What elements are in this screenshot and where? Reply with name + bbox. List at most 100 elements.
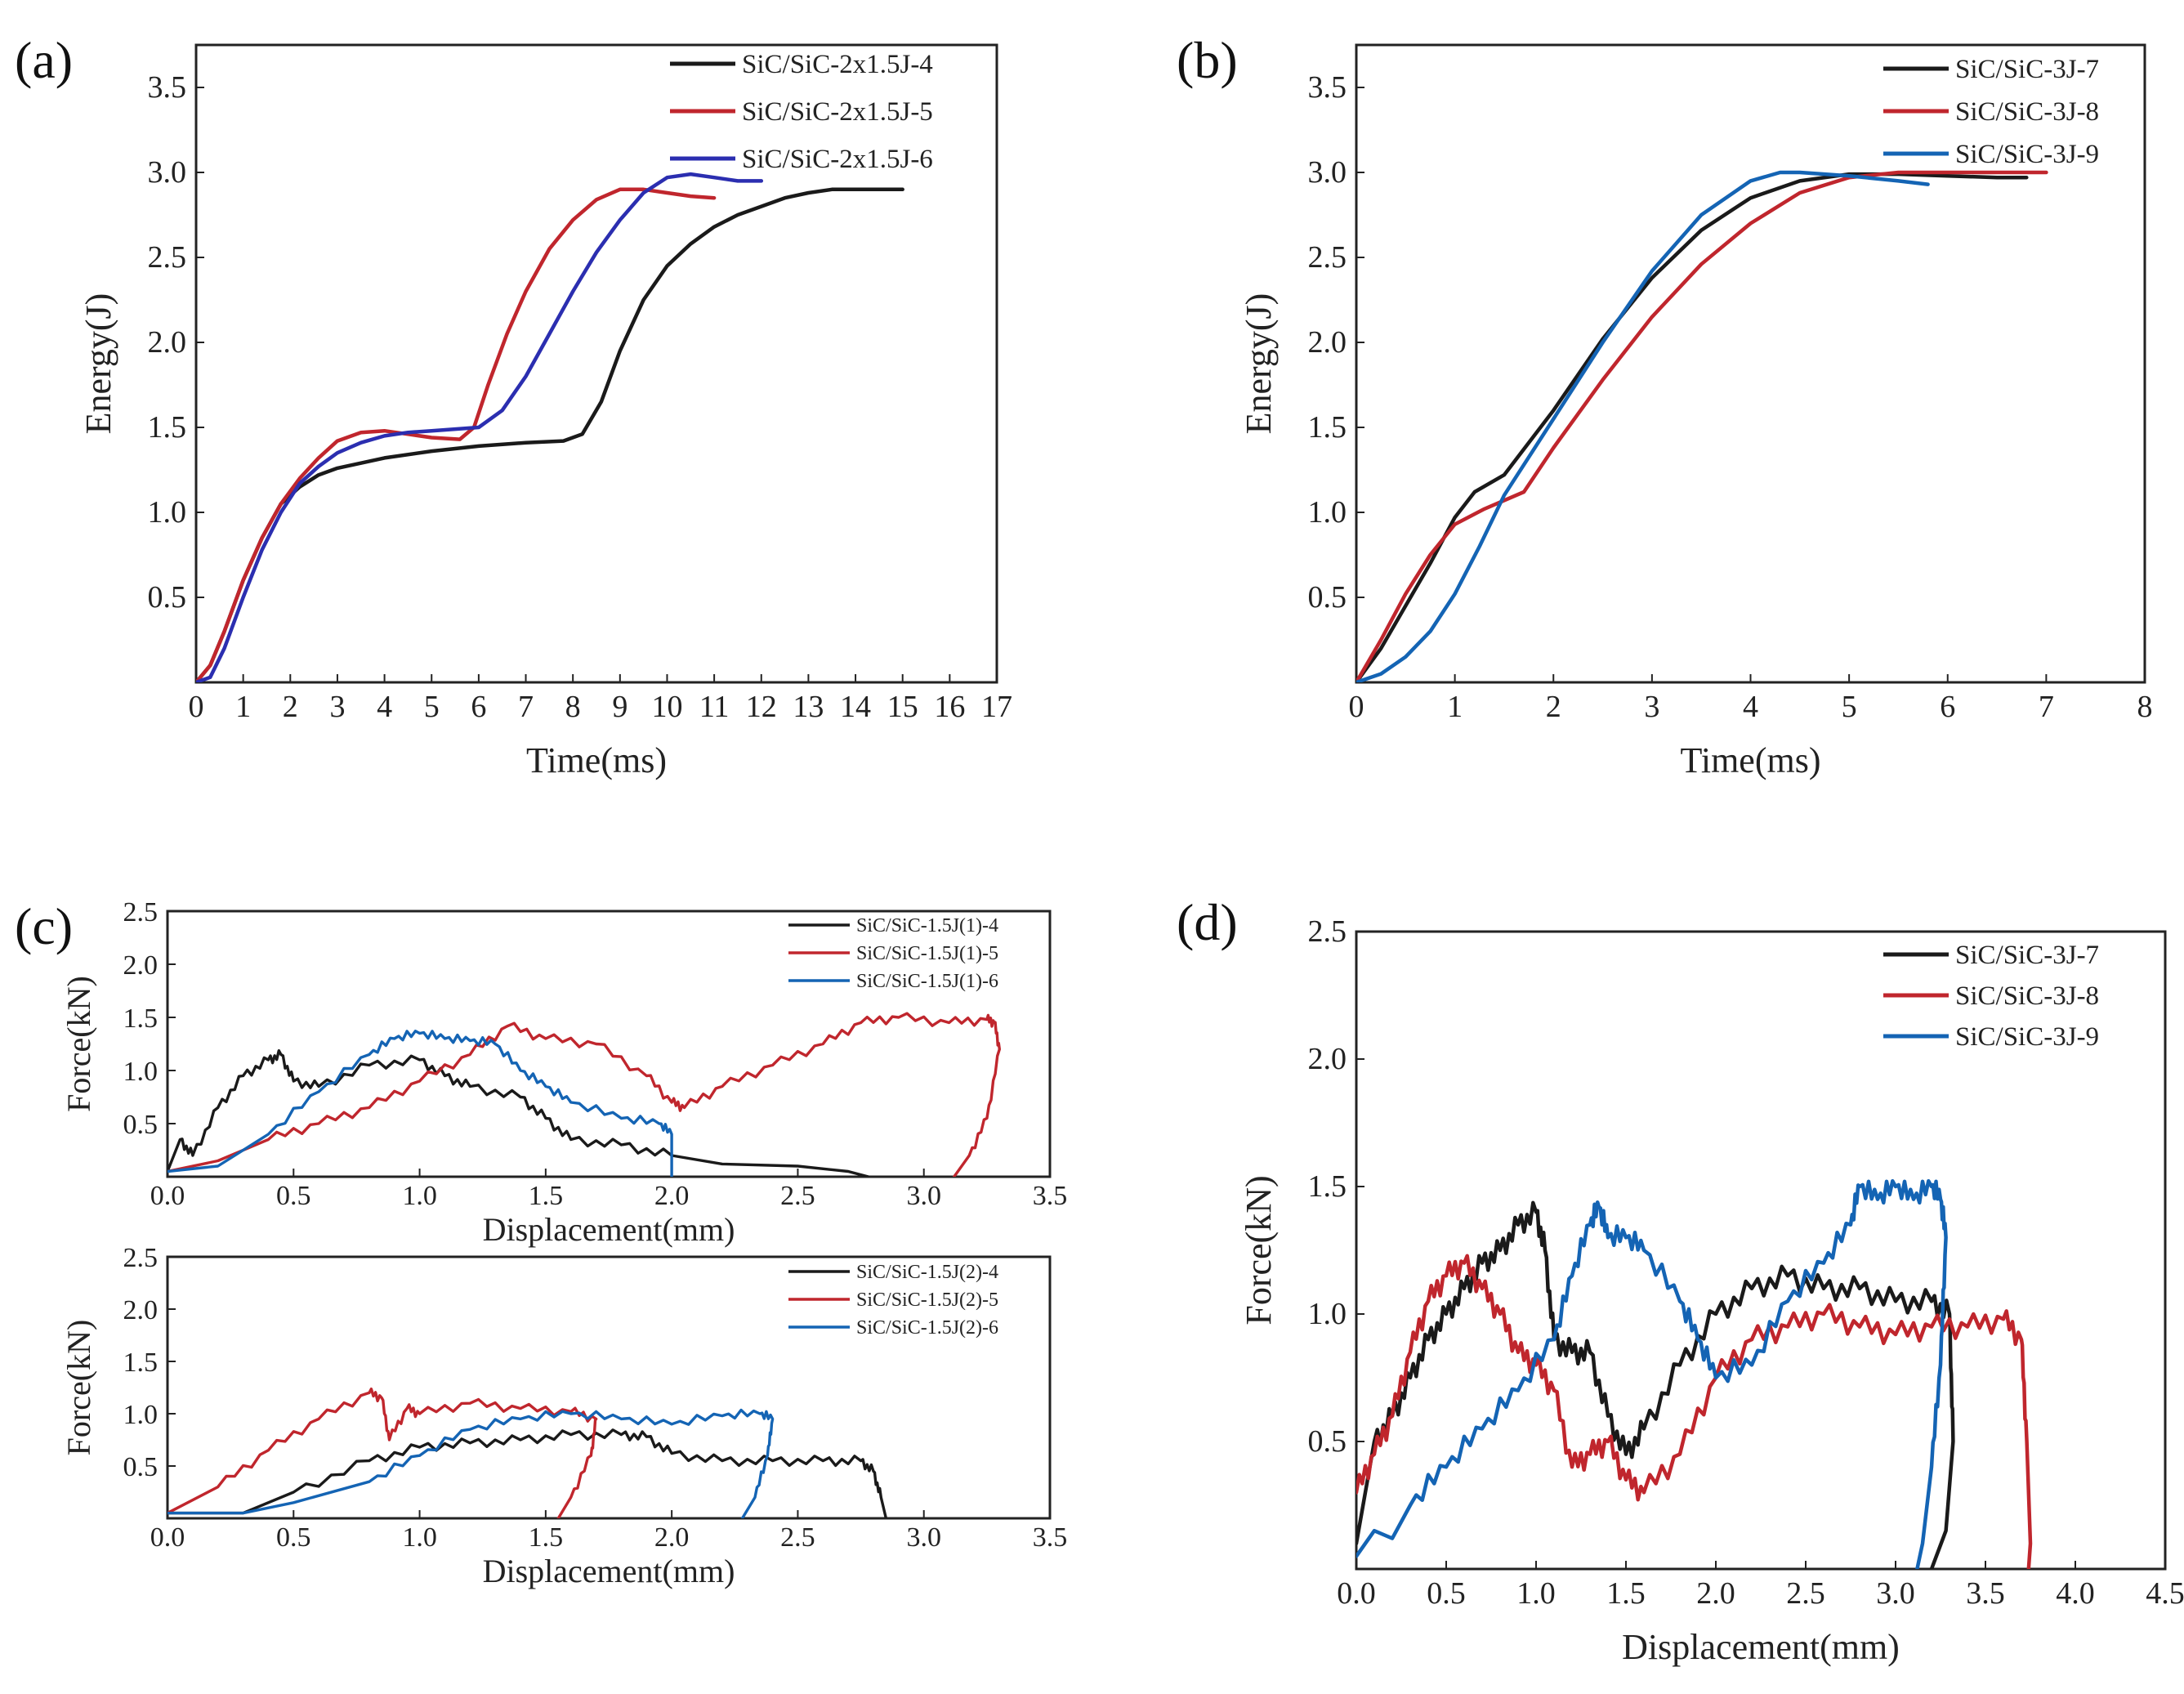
legend-entry: SiC/SiC-1.5J(2)-4 — [856, 1262, 998, 1283]
x-tick-label: 1.5 — [529, 1181, 564, 1211]
x-tick-label: 10 — [651, 690, 682, 724]
x-tick-label: 2 — [1546, 690, 1561, 724]
x-tick-label: 6 — [1940, 690, 1955, 724]
x-tick-label: 11 — [699, 690, 730, 724]
legend-entry: SiC/SiC-1.5J(1)-4 — [856, 915, 998, 936]
y-tick-label: 2.0 — [123, 1295, 159, 1325]
x-axis-label: Time(ms) — [1681, 740, 1821, 780]
y-tick-label: 2.0 — [1308, 1042, 1347, 1076]
x-tick-label: 13 — [793, 690, 824, 724]
x-tick-label: 0 — [1349, 690, 1364, 724]
legend-entry: SiC/SiC-1.5J(2)-6 — [856, 1317, 998, 1339]
y-axis-label: Force(kN) — [1239, 1175, 1279, 1325]
x-tick-label: 4 — [1743, 690, 1758, 724]
series-line-d-3 — [1356, 1178, 1948, 1569]
x-tick-label: 4.5 — [2146, 1576, 2184, 1611]
series-line-b-2 — [1356, 170, 2048, 682]
x-tick-label: 9 — [612, 690, 628, 724]
plot-frame — [166, 1255, 1052, 1520]
x-tick-label: 17 — [981, 690, 1012, 724]
y-tick-label: 2.5 — [1308, 914, 1347, 949]
x-tick-label: 0.0 — [150, 1522, 185, 1553]
x-axis-label: Displacement(mm) — [483, 1211, 735, 1248]
y-tick-label: 1.5 — [123, 1003, 159, 1034]
series-line-d-2 — [1356, 1254, 2033, 1569]
y-axis-label: Energy(J) — [1239, 293, 1279, 435]
chart-panel-a: 0 1 2 3 4 5 6 7 8 9 10 11 12 13 14 15 16 170.51.01.52.02.… — [15, 31, 1012, 780]
y-tick-label: 2.5 — [1308, 240, 1347, 275]
series-line-c2-1 — [167, 1428, 888, 1518]
y-tick-label: 1.5 — [1308, 410, 1347, 445]
legend-entry: SiC/SiC-3J-8 — [1955, 981, 2099, 1011]
x-tick-label: 12 — [746, 690, 777, 724]
x-tick-label: 3 — [329, 690, 345, 724]
legend-entry: SiC/SiC-3J-8 — [1955, 97, 2099, 127]
x-axis-label: Displacement(mm) — [1622, 1627, 1900, 1667]
series-line-c2-2 — [167, 1388, 598, 1518]
series-line-a-3 — [196, 172, 764, 682]
series-line-a-2 — [196, 187, 717, 682]
y-tick-label: 2.5 — [148, 240, 187, 275]
y-tick-label: 0.5 — [123, 1110, 159, 1140]
x-tick-label: 0.0 — [1337, 1576, 1376, 1611]
x-tick-label: 15 — [887, 690, 918, 724]
y-axis-label: Energy(J) — [78, 293, 118, 435]
x-tick-label: 3.5 — [1033, 1522, 1068, 1553]
x-tick-label: 2 — [283, 690, 298, 724]
chart-panel-c1: 0.0 0.5 1.0 1.5 2.0 2.5 3.0 3.5 0.5 1.0 1.5 2.0 2.5 D… — [15, 897, 1067, 1248]
x-tick-label: 3 — [1644, 690, 1659, 724]
y-tick-label: 0.5 — [123, 1452, 159, 1482]
y-tick-label: 1.0 — [123, 1400, 159, 1430]
y-tick-label: 1.0 — [1308, 1297, 1347, 1331]
chart-panel-b: 0 1 2 3 4 5 6 7 8 0.5 1.0 1.5 2.0 2.5 3.0 3.5 Time(ms) En… — [1177, 31, 2153, 780]
legend-entry: SiC/SiC-2x1.5J-6 — [742, 145, 933, 174]
y-tick-label: 2.0 — [123, 950, 159, 981]
panel-label: (a) — [15, 31, 73, 89]
x-tick-label: 2.5 — [780, 1522, 815, 1553]
y-tick-label: 1.5 — [123, 1348, 159, 1378]
x-tick-label: 14 — [840, 690, 871, 724]
x-tick-label: 1.0 — [402, 1522, 437, 1553]
plot-frame — [1355, 930, 2167, 1571]
series-line-c1-3 — [167, 1030, 673, 1177]
x-tick-label: 3.5 — [1966, 1576, 2005, 1611]
panel-label: (d) — [1177, 893, 1238, 951]
series-line-a-1 — [196, 187, 904, 682]
y-tick-label: 2.5 — [123, 897, 159, 927]
x-tick-label: 3.0 — [906, 1181, 941, 1211]
series-line-b-3 — [1356, 170, 1930, 682]
x-tick-label: 0.0 — [150, 1181, 185, 1211]
x-tick-label: 4.0 — [2056, 1576, 2095, 1611]
x-tick-label: 0 — [189, 690, 204, 724]
legend-entry: SiC/SiC-2x1.5J-4 — [742, 50, 933, 79]
series-line-c1-1 — [167, 1049, 870, 1177]
x-axis-label: Displacement(mm) — [483, 1553, 735, 1589]
legend-entry: SiC/SiC-1.5J(1)-5 — [856, 943, 998, 964]
x-tick-label: 1.0 — [402, 1181, 437, 1211]
y-tick-label: 1.0 — [148, 495, 187, 530]
y-tick-label: 3.5 — [1308, 70, 1347, 105]
y-tick-label: 2.5 — [123, 1243, 159, 1273]
x-tick-label: 2.0 — [654, 1181, 690, 1211]
plot-frame — [194, 43, 998, 684]
y-tick-label: 1.0 — [123, 1057, 159, 1087]
x-tick-label: 1.0 — [1516, 1576, 1556, 1611]
x-axis-label: Time(ms) — [526, 740, 667, 780]
series-line-b-1 — [1356, 172, 2029, 682]
x-tick-label: 3.0 — [1876, 1576, 1915, 1611]
series-line-d-1 — [1356, 1200, 1955, 1569]
chart-panel-c2: 0.0 0.5 1.0 1.5 2.0 2.5 3.0 3.5 0.5 1.0 1.5 2.0 2.5 D… — [60, 1243, 1067, 1589]
x-tick-label: 1.5 — [529, 1522, 564, 1553]
y-axis-label: Force(kN) — [60, 976, 97, 1112]
y-tick-label: 3.0 — [1308, 155, 1347, 190]
x-tick-label: 0.5 — [276, 1522, 311, 1553]
x-tick-label: 5 — [1842, 690, 1857, 724]
x-tick-label: 0.5 — [276, 1181, 311, 1211]
y-tick-label: 3.0 — [148, 155, 187, 190]
x-tick-label: 1 — [235, 690, 251, 724]
y-tick-label: 1.5 — [148, 410, 187, 445]
y-tick-label: 0.5 — [148, 580, 187, 615]
x-tick-label: 2.0 — [654, 1522, 690, 1553]
y-tick-label: 1.5 — [1308, 1169, 1347, 1204]
